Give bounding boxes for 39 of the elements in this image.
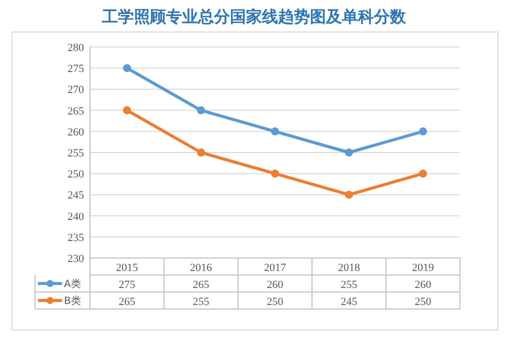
data-label: 275 — [118, 279, 136, 291]
point — [419, 127, 427, 136]
y-tick-label: 280 — [68, 42, 84, 54]
x-tick-label: 2016 — [190, 262, 212, 274]
point — [123, 64, 131, 72]
legend-label: B类 — [64, 295, 81, 307]
data-label: 265 — [192, 279, 210, 291]
y-tick-label: 235 — [68, 232, 84, 244]
point — [345, 190, 353, 199]
x-tick-label: 2017 — [264, 262, 286, 274]
y-tick-label: 240 — [68, 210, 84, 223]
data-label: 245 — [340, 296, 358, 308]
x-tick-label: 2019 — [412, 262, 434, 274]
point — [345, 148, 353, 156]
legend-label: A类 — [64, 278, 81, 290]
point — [197, 148, 205, 156]
data-label: 255 — [192, 296, 210, 308]
x-tick-label: 2018 — [338, 262, 360, 274]
y-tick-label: 270 — [68, 84, 84, 96]
data-label: 260 — [414, 279, 432, 291]
point — [197, 106, 205, 114]
point — [271, 170, 279, 178]
point — [271, 127, 279, 136]
chart-title: 工学照顾专业总分国家线趋势图及单科分数 — [101, 7, 407, 26]
point — [419, 170, 427, 178]
y-tick-label: 260 — [68, 126, 84, 138]
y-tick-label: 230 — [68, 253, 84, 265]
data-label: 250 — [414, 296, 432, 308]
y-tick-label: 265 — [68, 105, 84, 118]
y-tick-label: 245 — [68, 190, 84, 202]
y-tick-label: 255 — [68, 148, 84, 160]
data-label: 260 — [266, 279, 284, 291]
point — [123, 106, 131, 114]
x-tick-label: 2015 — [116, 262, 138, 274]
data-label: 250 — [266, 296, 284, 308]
data-label: 255 — [340, 279, 358, 291]
data-label: 265 — [118, 296, 136, 308]
y-tick-label: 250 — [68, 168, 84, 181]
y-tick-label: 275 — [68, 63, 84, 76]
